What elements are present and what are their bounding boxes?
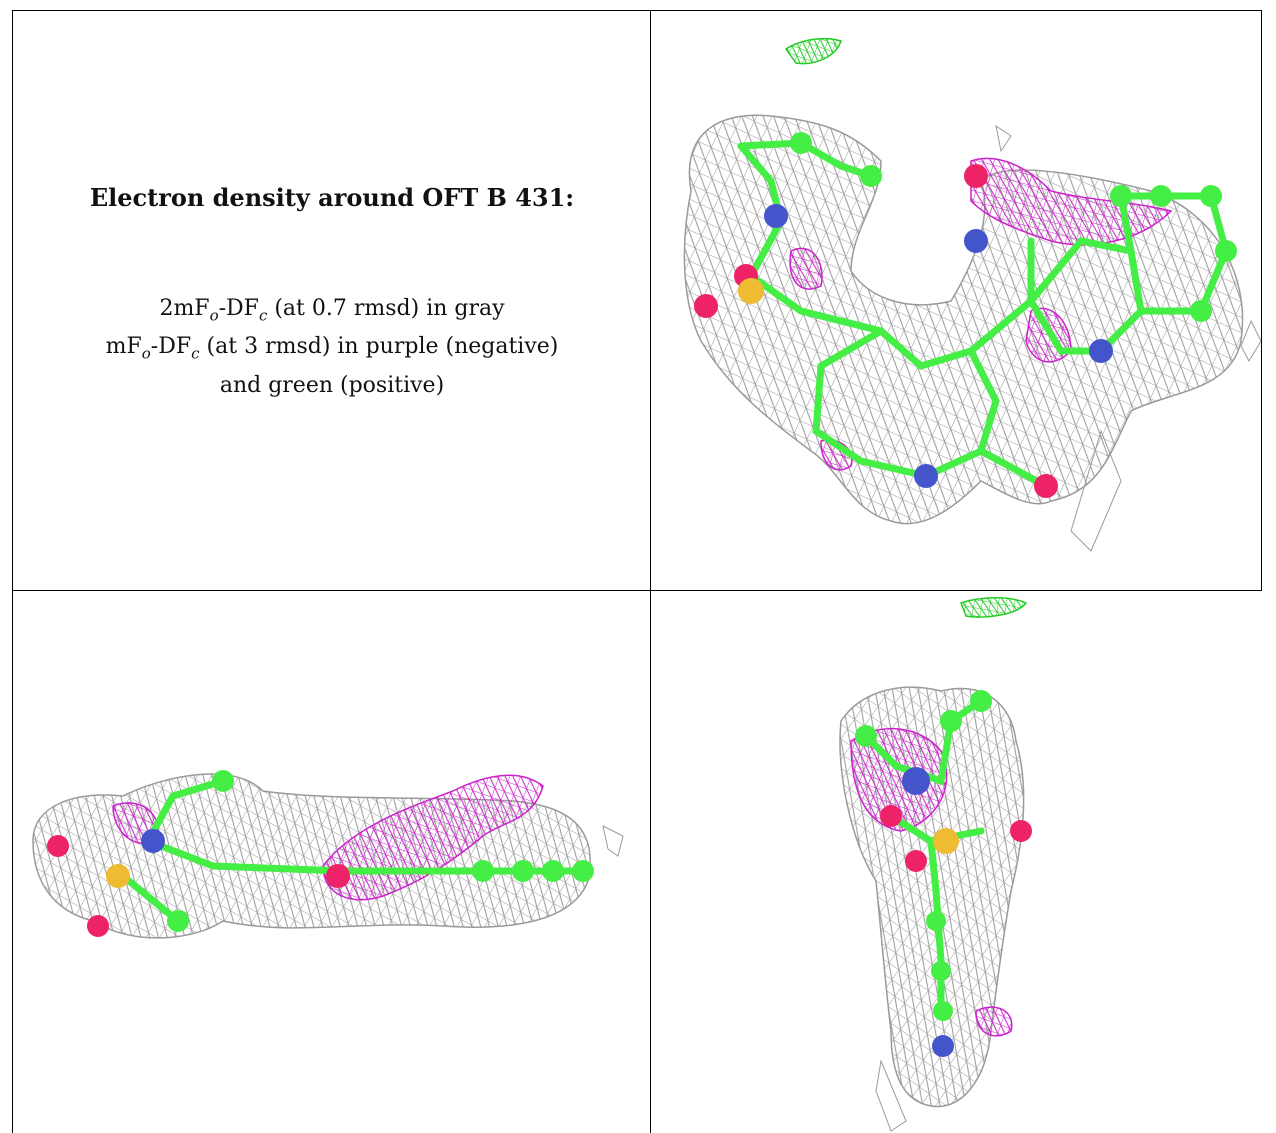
carbon-atom [1190,300,1212,322]
green-density-mesh [960,597,1028,618]
center-divider [650,10,651,1133]
gray-fragment [995,124,1012,153]
carbon-atom [926,911,946,931]
purple-density-mesh [970,157,1173,246]
gray-fragment [602,825,624,857]
gray-fragment [875,1059,907,1132]
atoms [855,690,1032,1057]
gray-fragment [1240,319,1261,363]
green-density-mesh [784,37,842,65]
caption-line-1: 2mFo-DFc (at 0.7 rmsd) in gray [159,296,505,325]
carbon-atom [572,860,594,882]
caption-line-3: and green (positive) [219,372,445,398]
carbon-atom [1215,240,1237,262]
figure-grid: Electron density around OFT B 431: 2mFo-… [12,10,1262,1133]
bottom-left-svg [32,770,624,939]
oxygen-atom [1034,474,1058,498]
bonds [119,777,587,925]
carbon-atom [970,690,992,712]
carbon-atom [855,725,877,747]
carbon-atom [790,132,812,154]
carbon-atom [940,710,962,732]
purple-density-mesh-small [975,1006,1013,1037]
middle-divider [12,590,1262,591]
oxygen-atom [964,164,988,188]
oxygen-atom [326,864,350,888]
oxygen-atom [880,805,902,827]
bottom-left-view [13,591,650,1133]
atoms [694,132,1237,498]
carbon-atom [860,165,882,187]
top-view-svg [683,37,1261,552]
nitrogen-atom [764,204,788,228]
bottom-right-view [651,591,1261,1133]
nitrogen-atom [914,464,938,488]
carbon-atom [933,1001,953,1021]
oxygen-atom [47,835,69,857]
carbon-atom [167,910,189,932]
sulfur-atom [106,864,130,888]
sulfur-atom [933,828,959,854]
nitrogen-atom [902,767,930,795]
carbon-atom [1110,185,1132,207]
bottom-right-svg [839,597,1032,1132]
oxygen-atom [87,915,109,937]
gray-fragment [1070,429,1122,552]
purple-density-mesh-small [789,247,823,290]
carbon-atom [212,770,234,792]
top-right-view [651,11,1261,590]
purple-density-mesh [850,728,948,832]
caption-line-2: mFo-DFc (at 3 rmsd) in purple (negative) [105,334,559,363]
carbon-atom [1200,185,1222,207]
nitrogen-atom [932,1035,954,1057]
carbon-atom [512,860,534,882]
nitrogen-atom [141,829,165,853]
carbon-atom [1150,185,1172,207]
oxygen-atom [694,294,718,318]
caption-cell: Electron density around OFT B 431: 2mFo-… [13,11,650,590]
sulfur-atom [738,278,764,304]
carbon-atom [931,961,951,981]
oxygen-atom [1010,820,1032,842]
caption-title: Electron density around OFT B 431: [89,183,575,212]
nitrogen-atom [964,229,988,253]
carbon-atom [472,860,494,882]
carbon-atom [542,860,564,882]
oxygen-atom [905,850,927,872]
caption-body: 2mFo-DFc (at 0.7 rmsd) in gray mFo-DFc (… [13,293,650,402]
right-border [1261,10,1262,590]
nitrogen-atom [1089,339,1113,363]
atoms [47,770,594,937]
left-border [12,10,13,1133]
top-border [12,10,1262,11]
